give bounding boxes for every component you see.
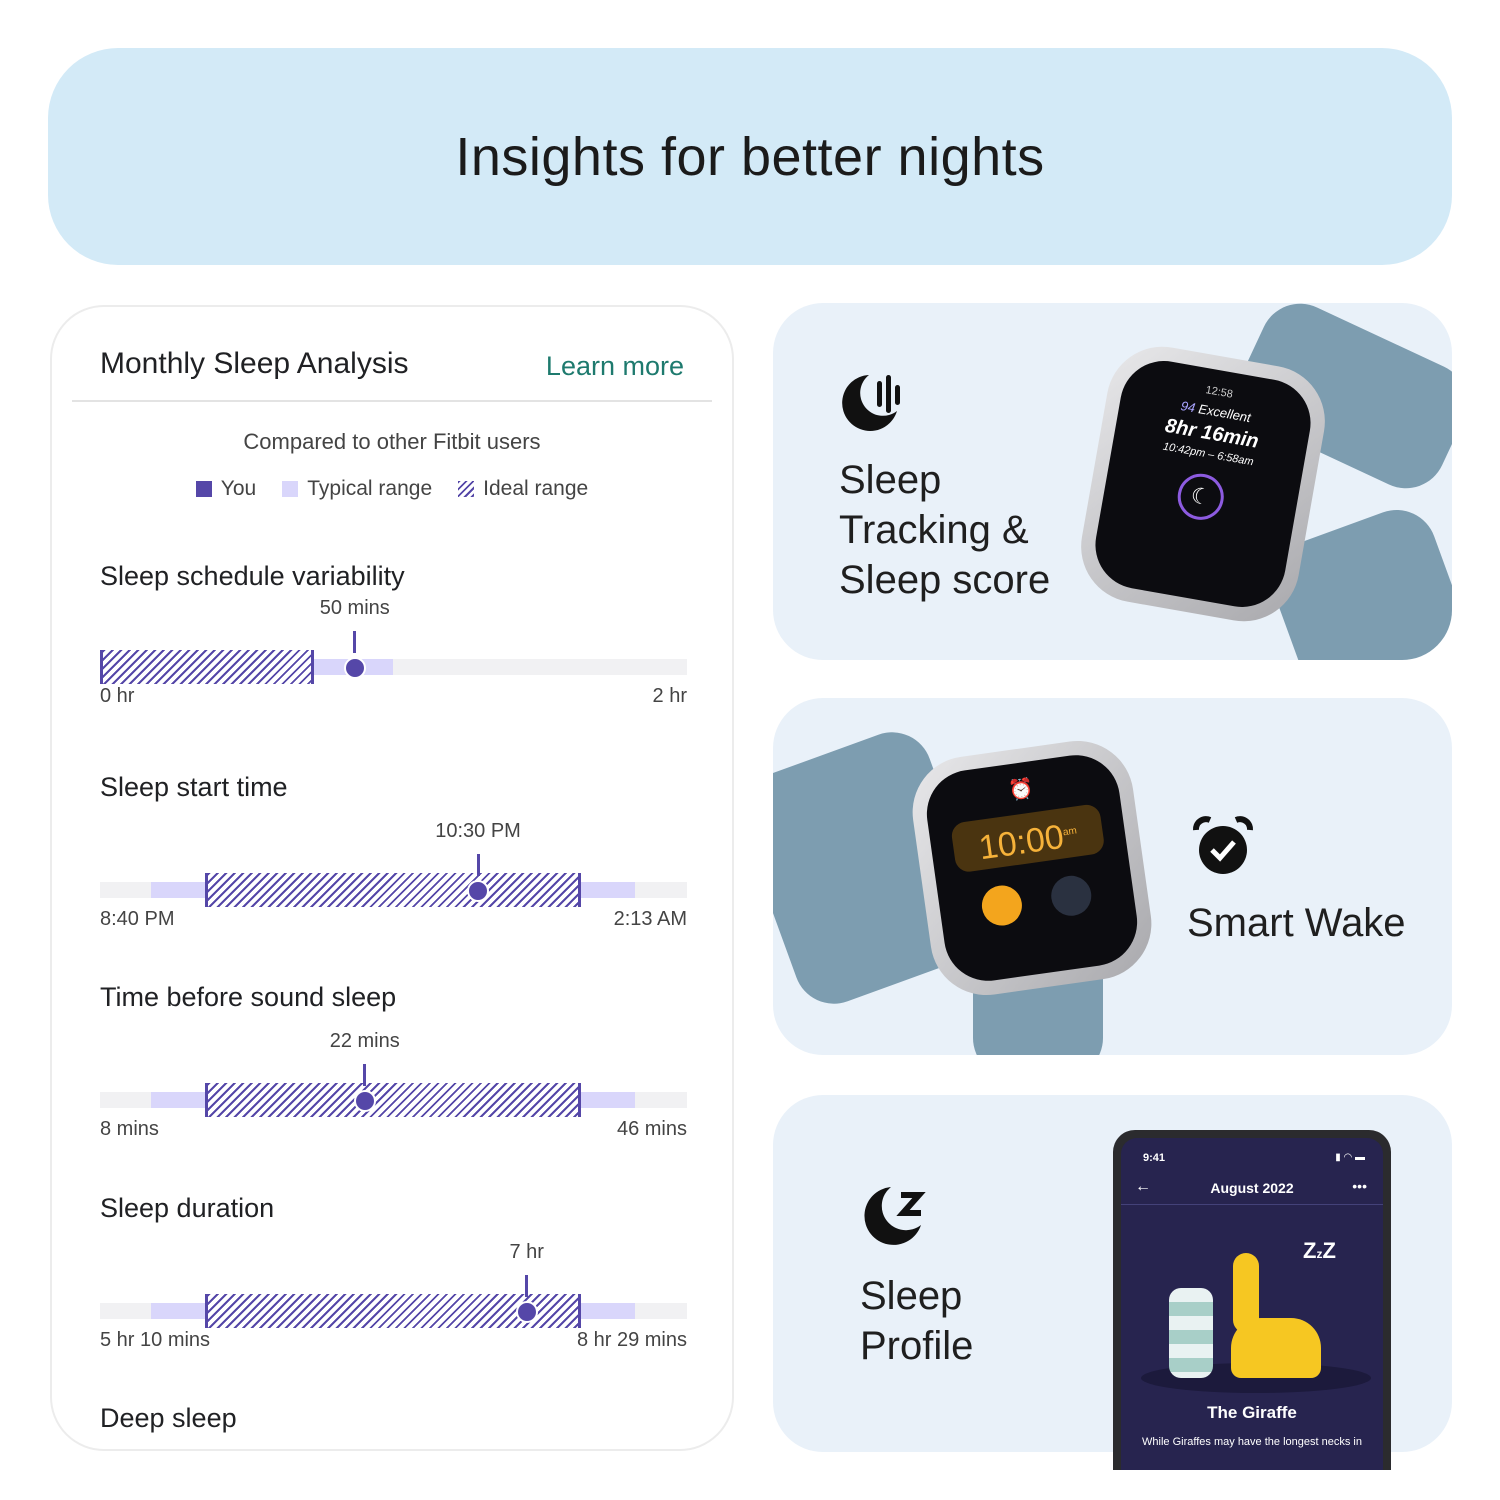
- status-time: 9:41: [1143, 1152, 1166, 1164]
- range-track: 50 mins: [100, 597, 687, 684]
- you-marker-line: [525, 1275, 529, 1297]
- metric-title: Sleep start time: [100, 772, 288, 802]
- smartwatch: 12:58 94 Excellent 8hr 16min 10:42pm – 6…: [1072, 337, 1334, 631]
- feature-smart-wake: ⏰ 10:00am Smart Wake: [773, 698, 1452, 1055]
- metric-title: Deep sleep: [100, 1403, 237, 1433]
- you-value: 10:30 PM: [435, 820, 521, 842]
- feature-line: Sleep score: [839, 558, 1051, 602]
- divider: [1121, 1204, 1383, 1205]
- range-max: 2:13 AM: [613, 908, 687, 930]
- legend: You Typical range Ideal range: [52, 477, 732, 501]
- you-marker: [467, 880, 490, 902]
- moon-z-icon: [864, 1187, 926, 1245]
- watch-screen: ⏰ 10:00am: [921, 749, 1143, 987]
- pillows-illustration: [1169, 1288, 1213, 1378]
- feature-title: Sleep Profile: [860, 1271, 973, 1371]
- legend-label: Ideal range: [483, 477, 589, 500]
- comparison-subtitle: Compared to other Fitbit users: [243, 429, 541, 454]
- you-marker-line: [363, 1064, 367, 1086]
- you-marker: [343, 657, 366, 679]
- range-min: 5 hr 10 mins: [100, 1329, 211, 1351]
- you-marker-line: [353, 631, 357, 653]
- you-marker: [353, 1090, 376, 1112]
- ideal-range-bar: [205, 873, 581, 907]
- sleep-moon-icon: ☾: [1174, 470, 1228, 524]
- more-icon[interactable]: •••: [1352, 1178, 1367, 1194]
- metric-0: Sleep schedule variability 50 mins 0 hr …: [100, 561, 687, 707]
- you-marker: [515, 1301, 538, 1323]
- legend-label: You: [220, 477, 257, 500]
- feature-title: Smart Wake: [1187, 898, 1406, 948]
- range-track: 7 hr: [100, 1241, 687, 1328]
- ideal-swatch: [458, 481, 475, 497]
- giraffe-neck: [1233, 1253, 1259, 1333]
- legend-typical: Typical range: [282, 477, 432, 501]
- feature-line: Profile: [860, 1324, 974, 1368]
- monthly-sleep-analysis-card: Monthly Sleep Analysis Learn more Compar…: [50, 305, 734, 1451]
- metric-title: Time before sound sleep: [100, 982, 397, 1012]
- metric-2: Time before sound sleep 22 mins 8 mins 4…: [100, 982, 687, 1140]
- metric-3: Sleep duration 7 hr 5 hr 10 mins 8 hr 29…: [100, 1193, 687, 1351]
- range-min: 0 hr: [100, 685, 135, 707]
- feature-line: Smart Wake: [1187, 901, 1406, 945]
- watch-screen: 12:58 94 Excellent 8hr 16min 10:42pm – 6…: [1088, 354, 1318, 614]
- range-track: 10:30 PM: [100, 820, 687, 907]
- alarm-ampm: am: [1062, 825, 1078, 839]
- snooze-button: [979, 882, 1025, 929]
- profile-name: The Giraffe: [1207, 1403, 1297, 1422]
- feature-line: Sleep: [860, 1274, 963, 1318]
- feature-title: Sleep Tracking & Sleep score: [839, 455, 1050, 605]
- legend-ideal: Ideal range: [458, 477, 588, 501]
- ideal-range-bar: [100, 650, 315, 684]
- you-swatch: [195, 481, 212, 497]
- sleep-tracking-icon: [842, 375, 900, 431]
- you-value: 50 mins: [319, 597, 390, 619]
- alarm-time: 10:00: [976, 817, 1067, 868]
- smartwatch: ⏰ 10:00am: [905, 733, 1159, 1003]
- range-min: 8 mins: [100, 1118, 159, 1140]
- banner-title: Insights for better nights: [455, 126, 1045, 187]
- range-min: 8:40 PM: [100, 908, 175, 930]
- range-max: 46 mins: [616, 1118, 687, 1140]
- phone: 9:41 ▮ ◠ ▬ ← August 2022 ••• ZzZ The Gir…: [1113, 1130, 1391, 1470]
- card-title: Monthly Sleep Analysis: [100, 347, 409, 380]
- range-max: 2 hr: [652, 685, 687, 707]
- zzz-icon: ZzZ: [1303, 1238, 1336, 1263]
- legend-you: You: [195, 477, 257, 501]
- status-icons: ▮ ◠ ▬: [1335, 1152, 1365, 1163]
- feature-sleep-tracking: Sleep Tracking & Sleep score 12:58 94 Ex…: [773, 303, 1452, 660]
- you-marker-line: [476, 854, 480, 876]
- legend-label: Typical range: [307, 477, 433, 500]
- banner: Insights for better nights: [48, 48, 1452, 265]
- range-track: 22 mins: [100, 1030, 687, 1117]
- range-max: 8 hr 29 mins: [576, 1329, 687, 1351]
- you-value: 22 mins: [329, 1030, 400, 1052]
- metric-title: Sleep schedule variability: [100, 561, 405, 591]
- sleep-score: 94: [1179, 398, 1197, 416]
- you-value: 7 hr: [509, 1241, 544, 1263]
- learn-more-link[interactable]: Learn more: [545, 351, 684, 381]
- typical-swatch: [282, 481, 299, 497]
- phone-screen: 9:41 ▮ ◠ ▬ ← August 2022 ••• ZzZ The Gir…: [1121, 1138, 1383, 1470]
- metric-1: Sleep start time 10:30 PM 8:40 PM 2:13 A…: [100, 772, 687, 930]
- profile-description: While Giraffes may have the longest neck…: [1142, 1436, 1362, 1448]
- alarm-clock-icon: [1193, 816, 1253, 874]
- metric-title: Sleep duration: [100, 1193, 275, 1223]
- ideal-range-bar: [205, 1083, 581, 1117]
- phone-header: August 2022: [1210, 1180, 1294, 1196]
- dismiss-button: [1048, 873, 1094, 919]
- metric-4: Deep sleep: [100, 1403, 687, 1434]
- feature-line: Tracking &: [839, 508, 1029, 552]
- divider: [72, 400, 712, 402]
- feature-line: Sleep: [839, 458, 942, 502]
- back-arrow-icon[interactable]: ←: [1135, 1178, 1151, 1195]
